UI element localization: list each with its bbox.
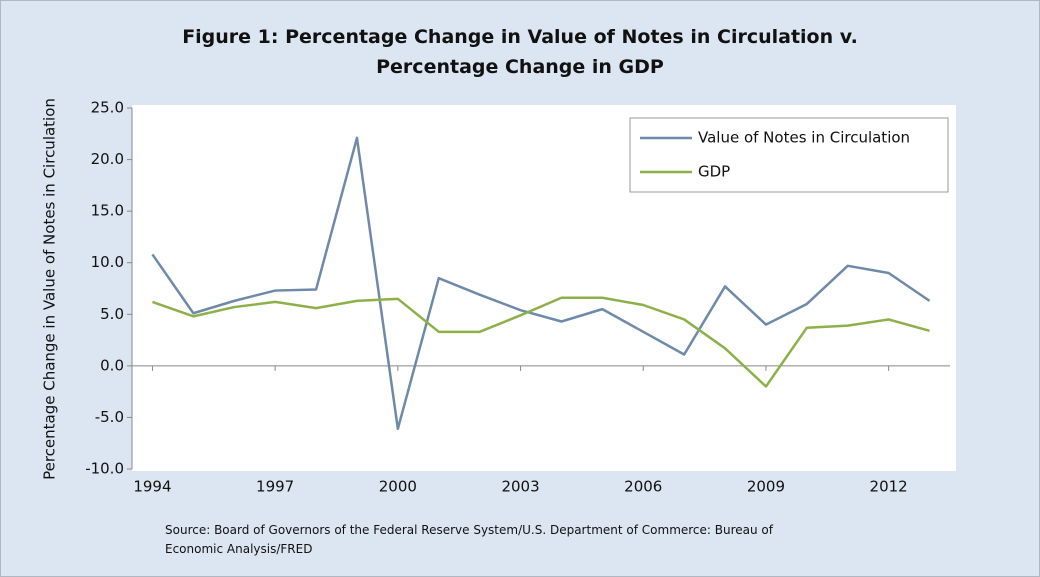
y-tick-label: 5.0	[100, 305, 124, 323]
y-tick-label: 20.0	[91, 150, 124, 168]
line-series	[151, 136, 931, 431]
legend-label: GDP	[698, 163, 730, 181]
x-tick-label: 2000	[379, 478, 417, 496]
x-tick-label: 2012	[870, 478, 908, 496]
x-tick-label: 2003	[501, 478, 539, 496]
x-tick-label: 1997	[256, 478, 294, 496]
y-tick-label: 25.0	[91, 99, 124, 117]
chart-title: Figure 1: Percentage Change in Value of …	[182, 26, 858, 78]
source-note: Source: Board of Governors of the Federa…	[165, 523, 773, 556]
line-series	[152, 296, 930, 388]
y-tick-label: -10.0	[85, 460, 124, 478]
y-axis-label: Percentage Change in Value of Notes in C…	[41, 98, 59, 480]
legend-label: Value of Notes in Circulation	[698, 129, 910, 147]
y-tick-label: 10.0	[91, 253, 124, 271]
x-tick-label: 2009	[747, 478, 785, 496]
y-tick-label: 0.0	[100, 356, 124, 374]
x-tick-label: 2006	[624, 478, 662, 496]
x-tick-label: 1994	[133, 478, 171, 496]
legend-box	[629, 117, 949, 193]
y-tick-label: 15.0	[91, 202, 124, 220]
y-tick-label: -5.0	[95, 408, 124, 426]
